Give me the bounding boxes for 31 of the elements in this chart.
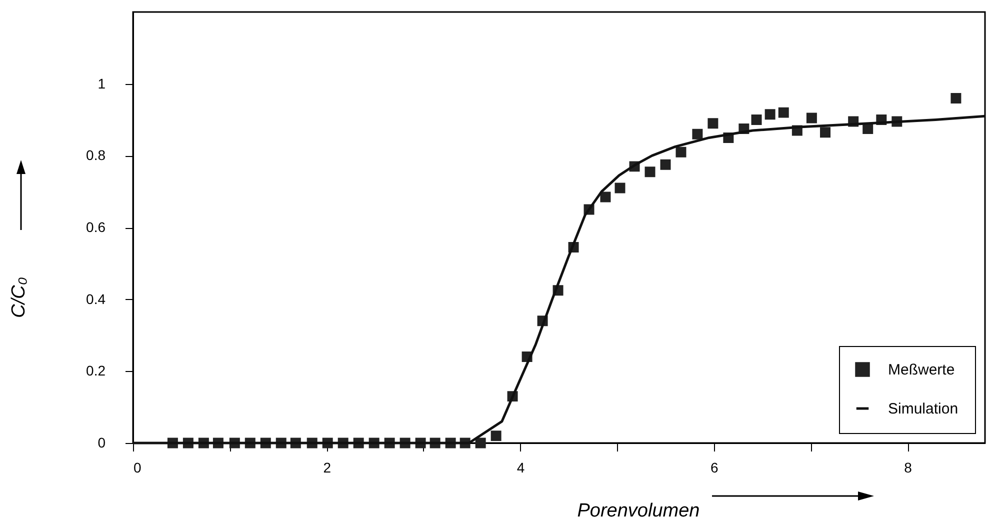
legend-label: Meßwerte bbox=[888, 362, 955, 378]
point bbox=[692, 128, 703, 140]
point bbox=[490, 430, 502, 442]
point bbox=[778, 107, 789, 118]
point bbox=[708, 118, 718, 129]
x-tick-label: 4 bbox=[516, 460, 525, 476]
point bbox=[614, 182, 626, 194]
point bbox=[644, 166, 656, 178]
y-tick-label: 0.4 bbox=[86, 290, 106, 307]
point bbox=[751, 114, 762, 125]
point bbox=[676, 146, 686, 158]
point bbox=[862, 123, 874, 134]
y-tick-label: 0 bbox=[98, 434, 106, 450]
point bbox=[475, 438, 486, 448]
legend-label: Simulation bbox=[888, 400, 958, 418]
point bbox=[820, 127, 830, 138]
x-tick-label: 8 bbox=[904, 460, 912, 476]
x-tick-label: 2 bbox=[323, 460, 332, 476]
y-tick-label: 0.8 bbox=[86, 147, 106, 164]
point bbox=[764, 109, 776, 120]
point bbox=[600, 192, 611, 202]
y-tick-label: 1 bbox=[98, 75, 106, 92]
x-axis-title: Porenvolumen bbox=[577, 500, 700, 522]
x-tick-label: 0 bbox=[134, 460, 142, 476]
y-tick-label: 0.6 bbox=[86, 219, 106, 235]
x-tick-label: 6 bbox=[710, 460, 719, 476]
y-tick-label: 0.2 bbox=[86, 362, 106, 379]
point bbox=[950, 92, 962, 104]
point bbox=[660, 159, 671, 170]
point bbox=[806, 112, 817, 124]
y-axis-title: C/C₀ bbox=[8, 277, 30, 318]
